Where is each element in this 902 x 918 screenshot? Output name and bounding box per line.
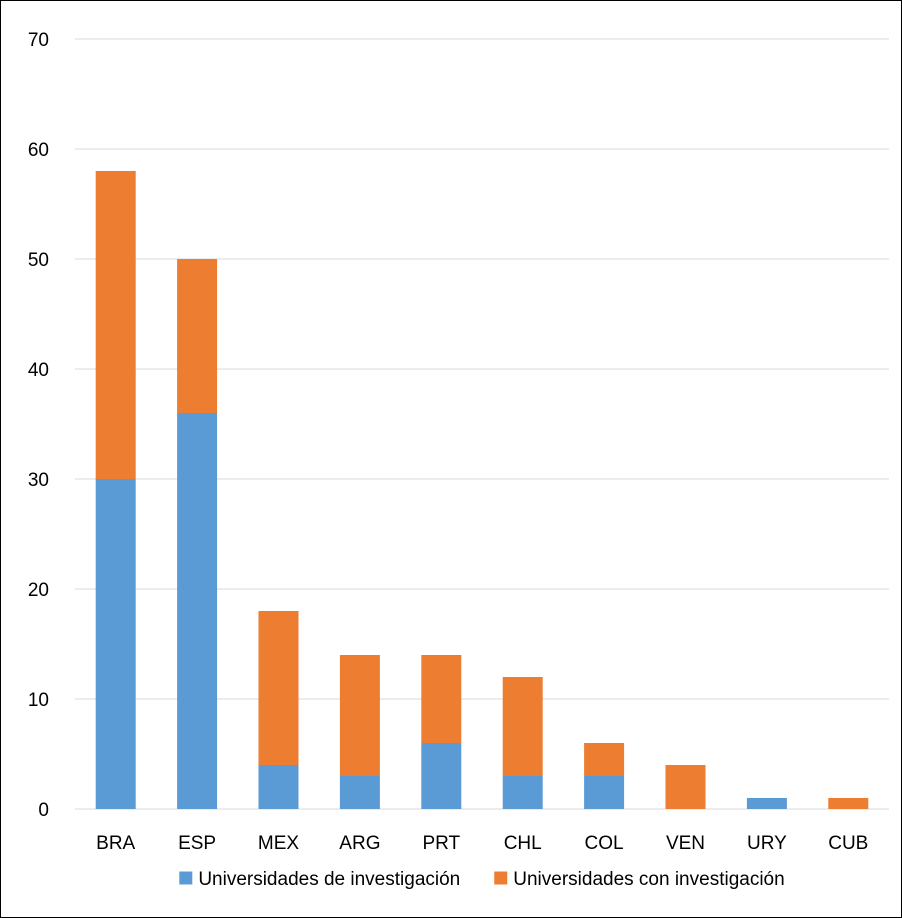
- legend-swatch: [179, 871, 193, 885]
- bar-mex-series-1: [258, 765, 299, 809]
- x-tick-label-chl: CHL: [504, 833, 542, 854]
- bar-chl-series-1: [502, 776, 543, 809]
- x-tick-label-cub: CUB: [828, 833, 868, 854]
- x-tick-label-mex: MEX: [258, 833, 300, 854]
- y-tick-label: 70: [28, 30, 49, 51]
- bar-bra-series-1: [95, 479, 136, 809]
- bar-col-series-1: [584, 776, 625, 809]
- y-tick-label: 50: [28, 250, 49, 271]
- legend-item-1: Universidades de investigación: [179, 869, 460, 890]
- bar-arg-series-1: [339, 776, 380, 809]
- bar-cub-series-2: [828, 798, 869, 809]
- legend-item-2: Universidades con investigación: [494, 869, 785, 890]
- y-tick-label: 40: [28, 360, 49, 381]
- x-tick-label-esp: ESP: [178, 833, 216, 854]
- bar-col-series-2: [584, 743, 625, 776]
- x-tick-label-bra: BRA: [96, 833, 135, 854]
- bar-mex-series-2: [258, 611, 299, 765]
- legend-label: Universidades con investigación: [513, 869, 784, 890]
- bar-prt-series-2: [421, 655, 462, 743]
- bar-arg-series-2: [339, 655, 380, 776]
- bar-ven-series-2: [665, 765, 706, 809]
- bar-ury-series-1: [746, 798, 787, 809]
- bars: [95, 171, 869, 809]
- legend-swatch: [494, 871, 508, 885]
- y-tick-label: 0: [38, 800, 49, 821]
- bar-esp-series-2: [177, 259, 218, 413]
- x-tick-label-ury: URY: [747, 833, 787, 854]
- x-axis-tick-labels: BRA ESP MEX ARG PRT CHL COL VEN URY CUB: [96, 833, 868, 854]
- x-tick-label-arg: ARG: [339, 833, 380, 854]
- y-tick-label: 30: [28, 470, 49, 491]
- y-tick-label: 20: [28, 580, 49, 601]
- bar-esp-series-1: [177, 413, 218, 809]
- legend: Universidades de investigación Universida…: [179, 869, 785, 890]
- bar-chl-series-2: [502, 677, 543, 776]
- y-tick-label: 60: [28, 140, 49, 161]
- x-tick-label-ven: VEN: [666, 833, 705, 854]
- x-tick-label-prt: PRT: [422, 833, 460, 854]
- y-tick-label: 10: [28, 690, 49, 711]
- bar-prt-series-1: [421, 743, 462, 809]
- bar-bra-series-2: [95, 171, 136, 479]
- y-axis-tick-labels: 0 10 20 30 40 50 60 70: [28, 30, 49, 821]
- legend-label: Universidades de investigación: [198, 869, 460, 890]
- x-tick-label-col: COL: [585, 833, 624, 854]
